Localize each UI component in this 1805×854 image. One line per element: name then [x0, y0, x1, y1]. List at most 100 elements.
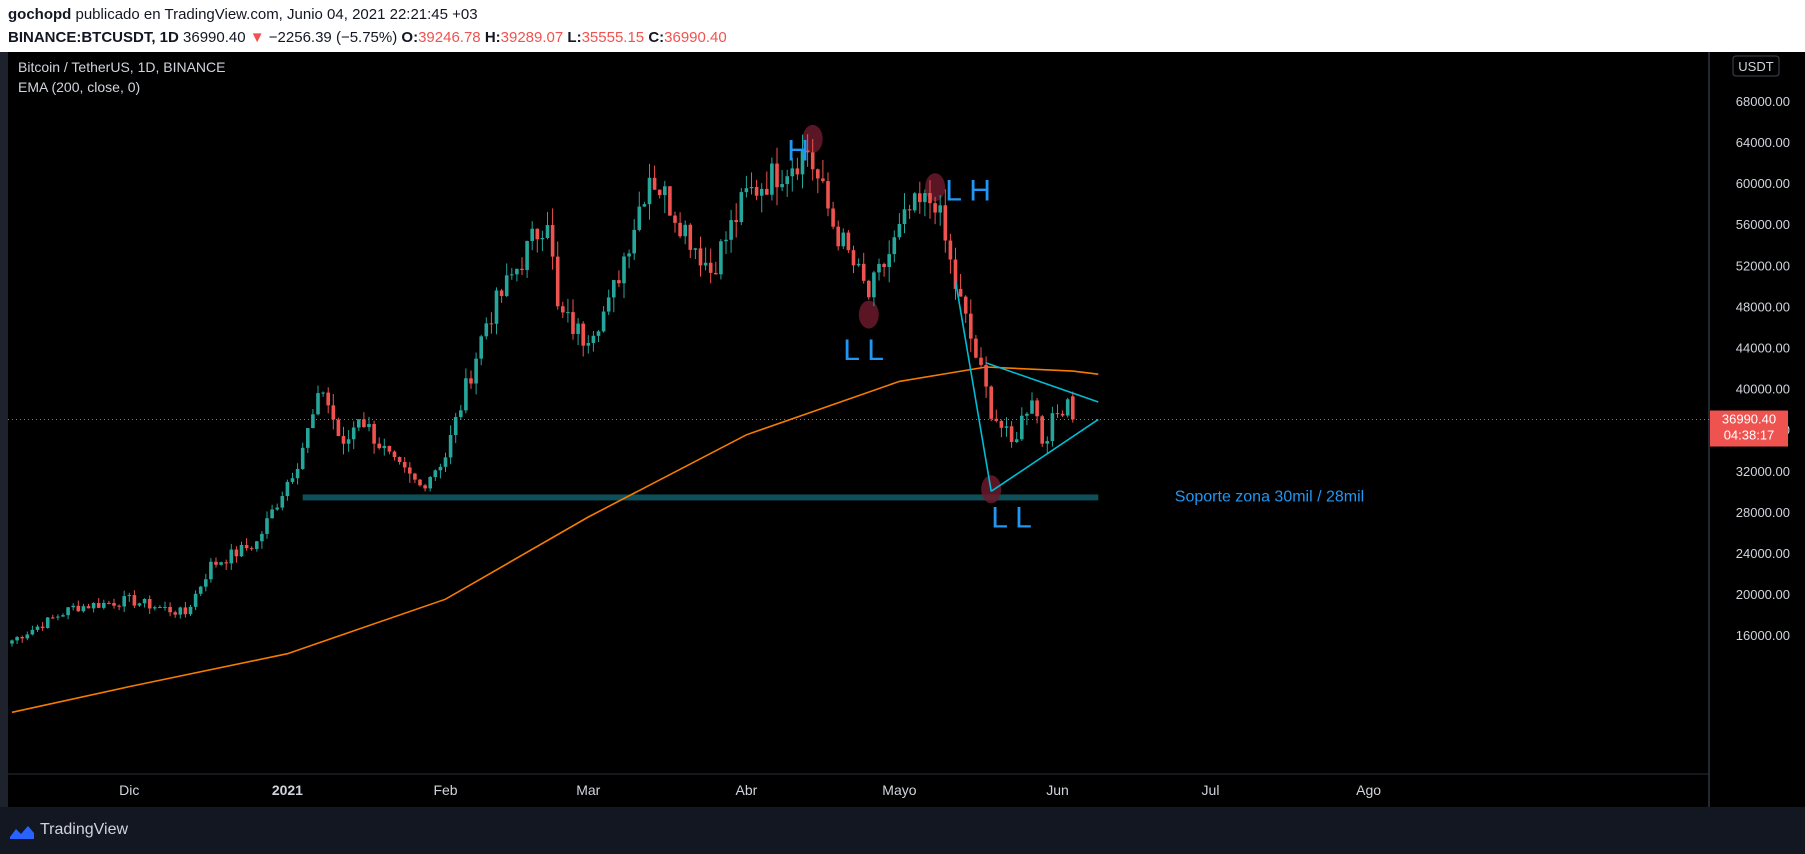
candle-body: [372, 424, 376, 444]
price-chart[interactable]: 16000.00 20000.00 24000.00 28000.00 32000.00…: [0, 52, 1805, 807]
time-axis: Dic 2021 Feb Mar Abr Mayo Jun Jul Ago: [119, 782, 1381, 798]
footer-bar: TradingView: [0, 807, 1805, 854]
candle-body: [708, 262, 713, 273]
x-tick-label: Dic: [119, 782, 139, 798]
legend-indicator[interactable]: EMA (200, close, 0): [18, 79, 140, 95]
candle-body: [494, 290, 499, 324]
candle-body: [423, 485, 427, 489]
candle-body: [61, 615, 65, 617]
candle-body: [122, 596, 126, 607]
candle-body: [20, 637, 24, 639]
trendlines[interactable]: [954, 280, 1099, 493]
x-tick-label: Abr: [736, 782, 758, 798]
candle-body: [856, 263, 861, 266]
high-value: 39289.07: [500, 29, 564, 46]
candle-body: [40, 626, 45, 628]
candle-body: [402, 462, 407, 468]
candle-body: [540, 238, 545, 240]
symbol-label[interactable]: BINANCE:BTCUSDT, 1D: [8, 29, 179, 46]
candle-body: [351, 427, 356, 440]
candle-body: [1020, 415, 1024, 440]
candle-body: [408, 467, 412, 474]
label-ll-may[interactable]: L L: [991, 501, 1032, 534]
label-lh[interactable]: L H: [945, 175, 991, 208]
candle-body: [657, 189, 662, 196]
candle-body: [841, 232, 846, 247]
candle-body: [647, 177, 652, 205]
trendline: [990, 418, 1099, 493]
candle-body: [107, 602, 111, 604]
candles-layer: [10, 134, 1075, 647]
candle-body: [703, 262, 708, 266]
candle-body: [300, 447, 305, 469]
candle-body: [948, 240, 953, 260]
label-ll-april[interactable]: L L: [843, 334, 884, 367]
candle-body: [102, 602, 106, 608]
candle-body: [816, 169, 820, 179]
candle-body: [617, 280, 621, 284]
candle-body: [826, 181, 830, 209]
candle-body: [606, 297, 611, 312]
candle-body: [724, 239, 728, 242]
candle-body: [127, 595, 132, 597]
candle-body: [469, 378, 473, 384]
candle-body: [897, 223, 902, 238]
candle-body: [214, 561, 218, 565]
candle-body: [795, 168, 800, 175]
candle-body: [923, 193, 927, 203]
candle-body: [1014, 439, 1019, 443]
candle-body: [673, 215, 677, 223]
candle-body: [729, 220, 733, 240]
candle-body: [749, 187, 754, 189]
candle-body: [963, 296, 968, 314]
candle-body: [260, 533, 264, 542]
candle-body: [35, 626, 40, 630]
high-label: H:: [484, 29, 501, 46]
candle-body: [438, 466, 443, 471]
currency-badge[interactable]: USDT: [1732, 55, 1780, 77]
tradingview-brand[interactable]: TradingView: [40, 821, 129, 838]
trendline: [954, 280, 992, 492]
tradingview-logo-icon[interactable]: [8, 823, 36, 841]
candle-body: [846, 232, 851, 251]
candle-body: [56, 616, 60, 618]
candle-body: [76, 605, 81, 612]
y-tick-label: 28000.00: [1736, 505, 1790, 520]
candle-body: [433, 470, 438, 478]
candle-body: [974, 338, 978, 358]
support-label[interactable]: Soporte zona 30mil / 28mil: [1175, 489, 1364, 506]
candle-body: [316, 393, 320, 415]
candle-body: [831, 208, 835, 227]
x-tick-label: Mar: [576, 782, 600, 798]
candle-body: [382, 445, 387, 449]
candle-body: [693, 248, 698, 250]
candle-body: [1060, 413, 1065, 416]
candle-body: [887, 254, 891, 268]
candle-body: [683, 224, 687, 237]
down-arrow-icon: ▼: [249, 29, 265, 46]
candle-body: [958, 288, 963, 297]
candle-body: [668, 186, 672, 216]
candle-body: [678, 222, 682, 237]
candle-body: [346, 439, 351, 444]
candle-body: [25, 634, 30, 639]
author-name[interactable]: gochopd: [8, 6, 72, 23]
candle-body: [377, 443, 381, 449]
chart-header: gochopd publicado en TradingView.com, Ju…: [0, 0, 1805, 52]
candle-body: [596, 331, 601, 336]
candle-body: [642, 204, 647, 207]
label-h[interactable]: H: [787, 134, 809, 167]
support-band[interactable]: [302, 494, 1099, 501]
y-tick-label: 56000.00: [1736, 217, 1790, 232]
candle-body: [912, 193, 917, 211]
candle-body: [688, 224, 693, 250]
candle-body: [132, 595, 137, 606]
candle-body: [234, 549, 239, 557]
candle-body: [229, 549, 234, 564]
close-label: C:: [648, 29, 665, 46]
y-tick-label: 24000.00: [1736, 546, 1790, 561]
candle-body: [331, 405, 336, 420]
candle-body: [387, 445, 392, 452]
candle-body: [244, 544, 249, 549]
candle-body: [810, 152, 815, 170]
